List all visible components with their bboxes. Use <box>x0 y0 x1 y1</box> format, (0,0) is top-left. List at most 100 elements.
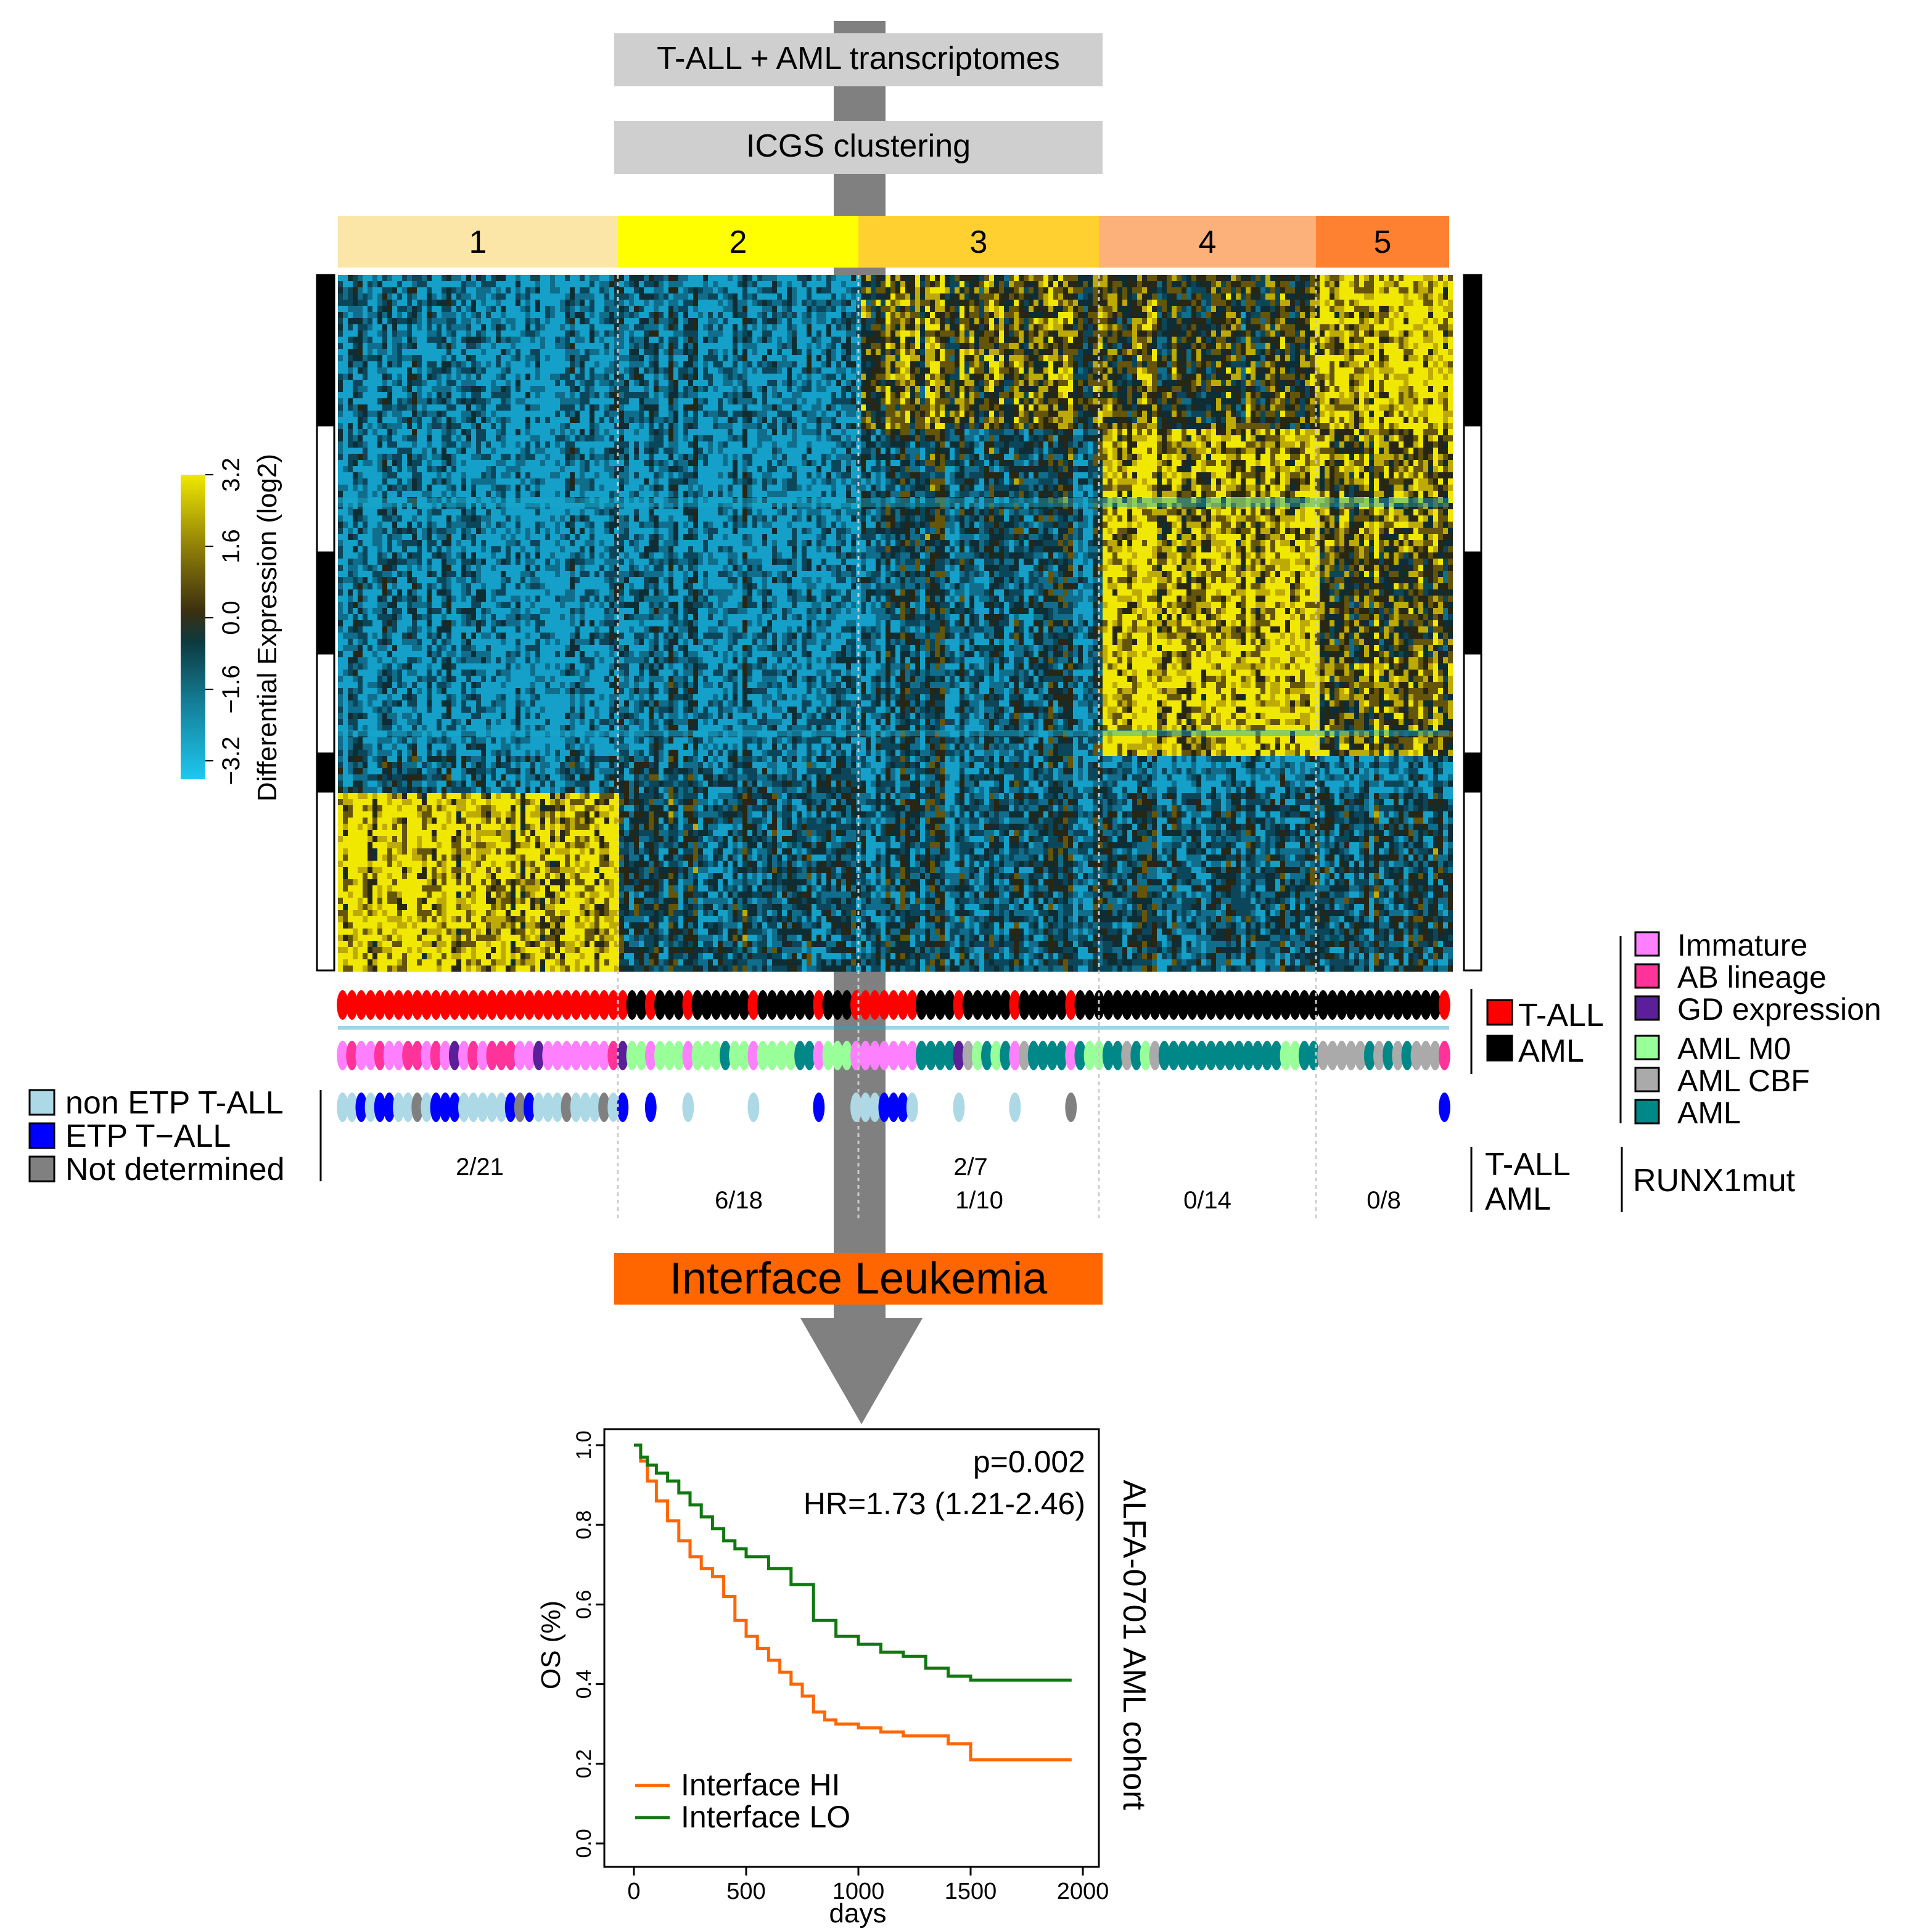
y-tick-label: 1.0 <box>572 1430 596 1459</box>
annotation-pvalue: p=0.002 <box>973 1445 1085 1479</box>
legend-swatch-aml-cbf <box>1635 1068 1659 1091</box>
annotation-hazard-ratio: HR=1.73 (1.21-2.46) <box>804 1486 1085 1521</box>
gene-block-left-1 <box>317 425 334 552</box>
gene-block-right-5 <box>1464 792 1481 970</box>
gene-block-right-0 <box>1464 275 1481 425</box>
x-tick-label: 0 <box>627 1879 640 1904</box>
x-axis-label: days <box>829 1898 887 1929</box>
legend-label-non-etp: non ETP T-ALL <box>65 1085 284 1121</box>
legend-label-aml-m0: AML M0 <box>1677 1031 1791 1066</box>
gene-block-left-0 <box>317 275 334 425</box>
runx1-aml-cluster2: 6/18 <box>715 1187 763 1214</box>
etp-marker <box>1439 1093 1450 1122</box>
step2-label: ICGS clustering <box>746 128 971 164</box>
runx1-title: RUNX1mut <box>1633 1163 1795 1199</box>
x-tick-label: 500 <box>726 1879 765 1904</box>
color-scale-ticks: −3.2 −1.6 0.0 1.6 3.2 <box>205 457 245 785</box>
legend-label-etp: ETP T−ALL <box>65 1118 231 1154</box>
disease-legend: T-ALL AML <box>1471 989 1604 1074</box>
y-tick-label: 0.6 <box>572 1590 596 1619</box>
subtype-legend: Immature AB lineage GD expression AML M0… <box>1621 928 1881 1130</box>
gene-block-right-3 <box>1464 654 1481 753</box>
cluster-label-5: 5 <box>1374 224 1392 260</box>
step1-label: T-ALL + AML transcriptomes <box>657 41 1060 76</box>
cluster-label-4: 4 <box>1199 224 1217 260</box>
runx1-aml-cluster4: 0/14 <box>1183 1187 1231 1214</box>
cluster-label-2: 2 <box>730 224 747 260</box>
y-tick-label: 0.8 <box>572 1511 596 1539</box>
y-tick-label: 0.2 <box>572 1749 596 1778</box>
runx1-table: 2/21 2/7 6/18 1/10 0/14 0/8 T-ALL AML RU… <box>456 1147 1795 1217</box>
etp-marker <box>1009 1093 1021 1122</box>
gene-block-right-1 <box>1464 425 1481 552</box>
legend-label-hi: Interface HI <box>681 1768 840 1802</box>
subtype-marker <box>1439 1041 1450 1070</box>
legend-swatch-tall <box>1487 1000 1512 1025</box>
etp-marker <box>645 1093 657 1122</box>
color-scale-tick: 1.6 <box>218 529 245 564</box>
x-tick-label: 2000 <box>1057 1879 1109 1904</box>
color-scale: −3.2 −1.6 0.0 1.6 3.2 Differential Expressio… <box>181 454 282 802</box>
color-scale-tick: −1.6 <box>218 665 245 714</box>
etp-marker <box>682 1093 694 1122</box>
legend-label-not-determined: Not determined <box>65 1152 285 1187</box>
legend-label-lo: Interface LO <box>681 1800 850 1834</box>
color-scale-bar <box>181 475 205 779</box>
legend-swatch-gd-expression <box>1635 996 1659 1020</box>
gene-block-left-3 <box>317 654 334 753</box>
gene-block-right-2 <box>1464 552 1481 654</box>
color-scale-tick: 3.2 <box>218 457 245 492</box>
legend-label-aml-other: AML <box>1677 1096 1741 1130</box>
legend-label-tall: T-ALL <box>1518 998 1604 1033</box>
gene-block-left-2 <box>317 552 334 654</box>
cluster-header-bar: 1 2 3 4 5 <box>338 216 1449 268</box>
etp-legend: non ETP T-ALL ETP T−ALL Not determined <box>30 1085 321 1187</box>
legend-label-aml-cbf: AML CBF <box>1677 1064 1810 1098</box>
flow-arrow-head <box>800 1318 923 1424</box>
etp-marker <box>953 1093 965 1122</box>
legend-swatch-non-etp <box>30 1090 54 1115</box>
runx1-tall-cluster1: 2/21 <box>456 1154 504 1181</box>
cohort-label: ALFA-0701 AML cohort <box>1116 1480 1152 1810</box>
color-scale-title: Differential Expression (log2) <box>252 454 282 802</box>
y-tick-label: 0.4 <box>572 1670 596 1699</box>
etp-marker <box>747 1093 759 1122</box>
gene-block-right-4 <box>1464 753 1481 792</box>
legend-label-immature: Immature <box>1677 928 1807 962</box>
y-axis-label: OS (%) <box>536 1601 566 1689</box>
runx1-aml-cluster5: 0/8 <box>1367 1187 1401 1214</box>
legend-label-aml: AML <box>1518 1033 1584 1069</box>
legend-swatch-etp <box>30 1123 54 1148</box>
color-scale-tick: 0.0 <box>218 601 245 635</box>
legend-swatch-aml <box>1487 1036 1512 1060</box>
survival-curve-lo <box>634 1445 1072 1680</box>
cluster-label-3: 3 <box>970 224 988 260</box>
legend-swatch-not-determined <box>30 1157 54 1181</box>
etp-marker <box>1065 1093 1077 1122</box>
y-tick-label: 0.0 <box>572 1829 596 1858</box>
runx1-row-label-aml: AML <box>1485 1181 1551 1217</box>
color-scale-tick: −3.2 <box>218 737 245 785</box>
gene-block-left-5 <box>317 792 334 970</box>
legend-label-gd-expression: GD expression <box>1677 992 1881 1027</box>
legend-swatch-ab-lineage <box>1635 964 1659 988</box>
legend-swatch-aml-other <box>1635 1100 1659 1123</box>
etp-marker <box>813 1093 824 1122</box>
legend-label-ab-lineage: AB lineage <box>1677 960 1827 994</box>
runx1-row-label-tall: T-ALL <box>1485 1147 1571 1183</box>
result-label: Interface Leukemia <box>670 1254 1048 1303</box>
expression-heatmap <box>338 275 1453 1030</box>
legend-swatch-immature <box>1635 932 1659 956</box>
runx1-tall-cluster3: 2/7 <box>953 1154 988 1181</box>
runx1-aml-cluster3: 1/10 <box>955 1187 1003 1214</box>
x-tick-label: 1500 <box>945 1879 997 1904</box>
cluster-label-1: 1 <box>469 224 487 260</box>
gene-block-left-4 <box>317 753 334 792</box>
sample-annotation-rows <box>337 990 1450 1122</box>
disease-marker <box>1439 990 1450 1020</box>
legend-swatch-aml-m0 <box>1635 1036 1659 1059</box>
etp-marker <box>906 1093 918 1122</box>
